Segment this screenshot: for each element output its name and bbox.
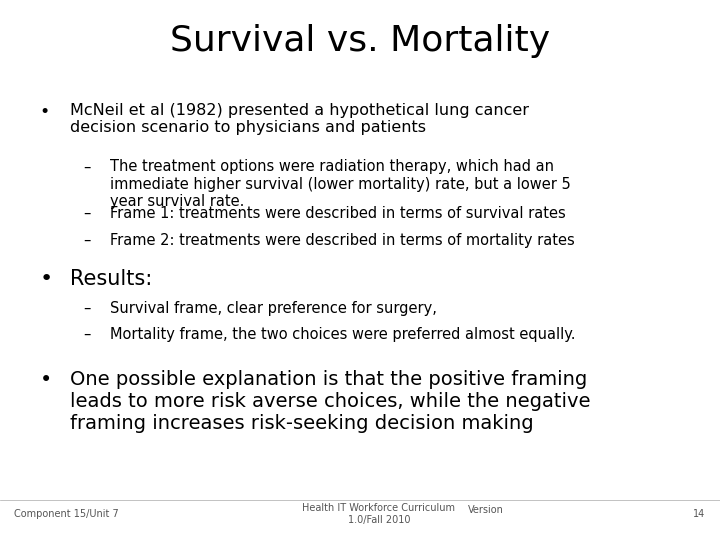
Text: Results:: Results: [70,269,152,289]
Text: •: • [40,103,50,120]
Text: –: – [83,206,90,221]
Text: Frame 1: treatments were described in terms of survival rates: Frame 1: treatments were described in te… [110,206,566,221]
Text: –: – [83,301,90,316]
Text: 14: 14 [693,509,706,519]
Text: The treatment options were radiation therapy, which had an
immediate higher surv: The treatment options were radiation the… [110,159,571,209]
Text: Component 15/Unit 7: Component 15/Unit 7 [14,509,119,519]
Text: Version: Version [468,505,504,515]
Text: McNeil et al (1982) presented a hypothetical lung cancer
decision scenario to ph: McNeil et al (1982) presented a hypothet… [70,103,528,135]
Text: Survival frame, clear preference for surgery,: Survival frame, clear preference for sur… [110,301,437,316]
Text: –: – [83,327,90,342]
Text: –: – [83,233,90,248]
Text: Mortality frame, the two choices were preferred almost equally.: Mortality frame, the two choices were pr… [110,327,576,342]
Text: Frame 2: treatments were described in terms of mortality rates: Frame 2: treatments were described in te… [110,233,575,248]
Text: Health IT Workforce Curriculum
1.0/Fall 2010: Health IT Workforce Curriculum 1.0/Fall … [302,503,455,525]
Text: •: • [40,370,52,390]
Text: –: – [83,159,90,174]
Text: Survival vs. Mortality: Survival vs. Mortality [170,24,550,58]
Text: One possible explanation is that the positive framing
leads to more risk averse : One possible explanation is that the pos… [70,370,590,433]
Text: •: • [40,269,53,289]
